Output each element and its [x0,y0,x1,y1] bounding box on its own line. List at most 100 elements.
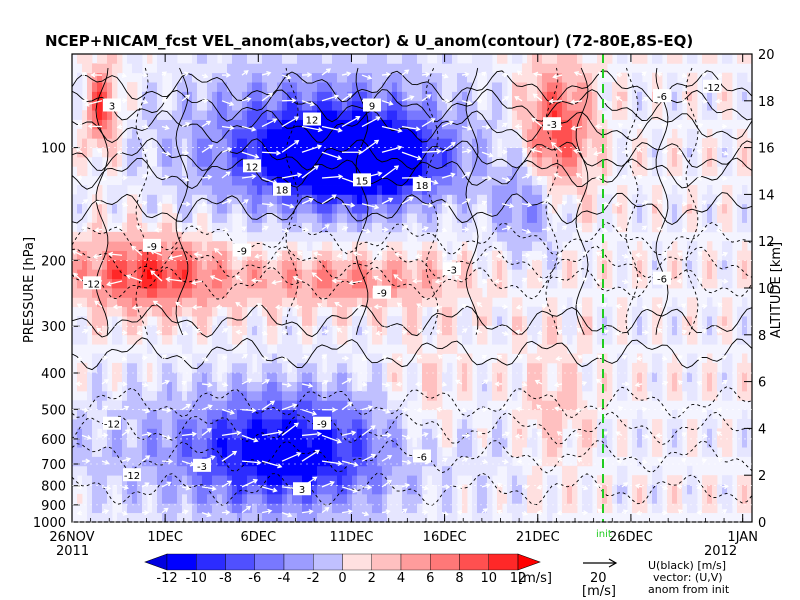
heat-cell [122,381,128,392]
heat-cell [147,278,153,289]
heat-cell [367,390,373,401]
heat-cell [132,288,138,298]
heat-cell [257,353,263,364]
heat-cell [602,400,608,411]
heat-cell [72,259,78,270]
heat-cell [182,344,188,354]
heat-cell [312,484,318,495]
heat-cell [382,372,388,382]
heat-cell [107,503,113,514]
heat-cell [482,119,488,130]
heat-cell [642,100,648,111]
heat-cell [562,100,568,111]
heat-cell [257,297,263,308]
heat-cell [352,259,358,270]
heat-cell [87,493,93,504]
heat-cell [567,390,573,401]
heat-cell [637,306,643,317]
heat-cell [272,231,278,242]
heat-cell [122,325,128,336]
heat-cell [217,419,223,429]
heat-cell [472,503,478,514]
heat-cell [157,278,163,289]
heat-cell [332,269,338,280]
heat-cell [637,419,643,429]
heat-cell [372,54,378,64]
heat-cell [117,54,123,64]
heat-cell [272,400,278,411]
heat-cell [217,465,223,476]
heat-cell [652,419,658,429]
heat-cell [552,185,558,195]
heat-cell [632,259,638,270]
heat-cell [502,334,508,345]
heat-cell [327,269,333,280]
heat-cell [552,447,558,457]
heat-cell [457,372,463,382]
heat-cell [452,288,458,298]
heat-cell [362,475,368,485]
heat-cell [272,437,278,448]
heat-cell [517,241,523,251]
heat-cell [557,91,563,102]
heat-cell [232,456,238,467]
heat-cell [487,54,493,64]
heat-cell [512,437,518,448]
heat-cell [617,278,623,289]
heat-cell [192,306,198,317]
heat-cell [267,372,273,382]
heat-cell [387,278,393,289]
heat-cell [122,390,128,401]
heat-cell [327,110,333,120]
heat-cell [247,91,253,102]
heat-cell [352,475,358,485]
heat-cell [432,362,438,373]
heat-cell [192,512,198,522]
heat-cell [447,428,453,439]
heat-cell [282,100,288,111]
heat-cell [397,185,403,195]
heat-cell [262,465,268,476]
heat-cell [422,475,428,485]
heat-cell [152,493,158,504]
heat-cell [577,419,583,429]
heat-cell [87,110,93,120]
heat-cell [567,72,573,83]
heat-cell [327,250,333,261]
heat-cell [152,213,158,223]
heat-cell [227,353,233,364]
heat-cell [602,297,608,308]
heat-cell [592,82,598,92]
heat-cell [622,269,628,280]
heat-cell [497,493,503,504]
heat-cell [247,512,253,522]
heat-cell [227,91,233,102]
heat-cell [197,138,203,148]
heat-cell [602,241,608,251]
heat-cell [437,63,443,74]
heat-cell [147,325,153,336]
heat-cell [357,119,363,130]
heat-cell [392,475,398,485]
heat-cell [97,259,103,270]
heat-cell [292,381,298,392]
heat-cell [212,91,218,102]
heat-cell [172,213,178,223]
heat-cell [542,456,548,467]
heat-cell [112,82,118,92]
heat-cell [347,250,353,261]
heat-cell [267,222,273,233]
heat-cell [232,91,238,102]
heat-cell [527,54,533,64]
heat-cell [462,259,468,270]
heat-cell [212,100,218,111]
heat-cell [297,503,303,514]
heat-cell [427,316,433,326]
heat-cell [532,269,538,280]
heat-cell [412,334,418,345]
heat-cell [427,428,433,439]
heat-cell [547,138,553,148]
heat-cell [287,54,293,64]
heat-cell [97,297,103,308]
heat-cell [327,91,333,102]
